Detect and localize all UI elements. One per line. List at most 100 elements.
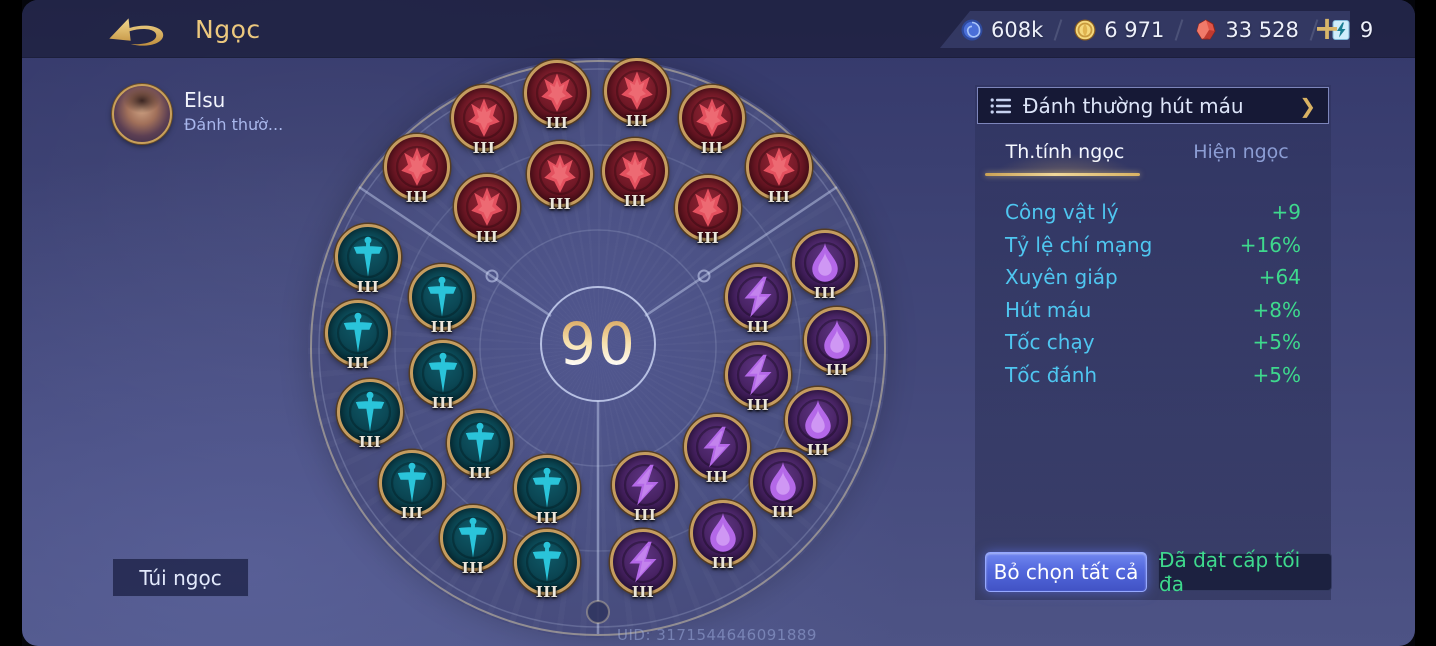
letterbox-right xyxy=(1415,0,1436,646)
max-level-button[interactable]: Đã đạt cấp tối đa xyxy=(1158,548,1332,596)
rune-lightning[interactable]: III xyxy=(612,452,678,524)
stat-value: +5% xyxy=(1252,362,1302,387)
rune-bag-button[interactable]: Túi ngọc xyxy=(112,558,249,597)
rune-flame[interactable]: III xyxy=(384,134,450,206)
rune-wheel-guides xyxy=(310,60,886,636)
rune-layer: III III III III III III III III III III III III III I… xyxy=(22,0,1415,646)
rune-flame[interactable]: III xyxy=(746,134,812,206)
rune-sword[interactable]: III xyxy=(409,264,475,336)
rune-lightning[interactable]: III xyxy=(610,529,676,601)
chevron-right-icon: ❯ xyxy=(1299,93,1316,118)
rune-tier: III xyxy=(535,583,559,601)
rune-tier: III xyxy=(430,318,454,336)
rune-tier: III xyxy=(400,504,424,522)
rune-lightning[interactable]: III xyxy=(684,414,750,486)
rune-tier: III xyxy=(356,278,380,296)
rune-tier: III xyxy=(806,441,830,459)
preset-label: Đánh thường hút máu xyxy=(1023,93,1244,118)
rune-droplet[interactable]: III xyxy=(792,230,858,302)
top-bar: Ngọc xyxy=(22,0,1415,58)
lightning-card-icon xyxy=(1329,18,1353,42)
currency-red-gem[interactable]: 33 528 xyxy=(1182,18,1310,42)
rune-flame[interactable]: III xyxy=(524,60,590,132)
rune-tier: III xyxy=(813,284,837,302)
stat-row: Tỷ lệ chí mạng +16% xyxy=(977,229,1329,262)
rune-tier: III xyxy=(771,503,795,521)
rune-tier: III xyxy=(548,195,572,213)
back-arrow-icon xyxy=(109,18,164,46)
red-gem-icon xyxy=(1194,18,1218,42)
preset-selector[interactable]: Đánh thường hút máu ❯ xyxy=(977,87,1329,124)
rune-sword[interactable]: III xyxy=(440,505,506,577)
rune-tier: III xyxy=(767,188,791,206)
rune-stats-panel: Đánh thường hút máu ❯ Th.tính ngọc Hiện n… xyxy=(975,85,1332,600)
rune-sword[interactable]: III xyxy=(447,410,513,482)
rune-droplet[interactable]: III xyxy=(750,449,816,521)
stat-row: Công vật lý +9 xyxy=(977,196,1329,229)
rune-sword[interactable]: III xyxy=(410,340,476,412)
rune-tier: III xyxy=(358,433,382,451)
stat-value: +9 xyxy=(1271,200,1301,225)
stat-value: +16% xyxy=(1239,232,1301,257)
rune-tier: III xyxy=(746,318,770,336)
rune-sword[interactable]: III xyxy=(379,450,445,522)
currency-blue-orb[interactable]: 608k xyxy=(948,18,1055,42)
hero-name: Elsu xyxy=(184,88,226,112)
rune-sword[interactable]: III xyxy=(335,224,401,296)
rune-flame[interactable]: III xyxy=(679,85,745,157)
tab-label: Th.tính ngọc xyxy=(1005,141,1125,163)
rune-tier: III xyxy=(746,396,770,414)
gold-coin-icon xyxy=(1073,18,1097,42)
hero-build-label: Đánh thườ... xyxy=(184,115,284,134)
rune-tier: III xyxy=(405,188,429,206)
rune-sword[interactable]: III xyxy=(325,300,391,372)
hero-avatar[interactable] xyxy=(112,84,172,144)
rune-flame[interactable]: III xyxy=(602,138,668,210)
stat-label: Tỷ lệ chí mạng xyxy=(1005,232,1153,257)
rune-tier: III xyxy=(545,114,569,132)
rune-flame[interactable]: III xyxy=(451,85,517,157)
rune-sword[interactable]: III xyxy=(514,529,580,601)
rune-droplet[interactable]: III xyxy=(690,500,756,572)
rune-lightning[interactable]: III xyxy=(725,342,791,414)
rune-sword[interactable]: III xyxy=(514,455,580,527)
stat-row: Hút máu +8% xyxy=(977,294,1329,327)
letterbox-left xyxy=(0,0,22,646)
panel-tabs: Th.tính ngọc Hiện ngọc xyxy=(977,128,1329,176)
stat-row: Xuyên giáp +64 xyxy=(977,261,1329,294)
currency-lightning-card[interactable]: 9 xyxy=(1317,18,1385,42)
rune-tier: III xyxy=(633,506,657,524)
tab-label: Hiện ngọc xyxy=(1193,141,1289,163)
tab-rune-stats[interactable]: Th.tính ngọc xyxy=(977,128,1153,176)
stat-label: Hút máu xyxy=(1005,297,1092,322)
rune-flame[interactable]: III xyxy=(527,141,593,213)
rune-lightning[interactable]: III xyxy=(725,264,791,336)
currency-value: 608k xyxy=(991,17,1044,42)
currency-value: 33 528 xyxy=(1225,17,1299,42)
rune-tier: III xyxy=(535,509,559,527)
currency-gold-coin[interactable]: 6 971 xyxy=(1061,18,1176,42)
rune-tier: III xyxy=(711,554,735,572)
stat-label: Công vật lý xyxy=(1005,200,1119,225)
stat-row: Tốc đánh +5% xyxy=(977,359,1329,392)
rune-droplet[interactable]: III xyxy=(785,387,851,459)
game-screen: III III III III III III III III III III III III III I… xyxy=(22,0,1415,646)
list-icon xyxy=(990,97,1012,115)
rune-flame[interactable]: III xyxy=(454,174,520,246)
deselect-all-button[interactable]: Bỏ chọn tất cả xyxy=(985,552,1147,592)
page-title: Ngọc xyxy=(195,15,261,44)
rune-tier: III xyxy=(431,394,455,412)
rune-flame[interactable]: III xyxy=(675,175,741,247)
tab-current-runes[interactable]: Hiện ngọc xyxy=(1153,128,1329,176)
add-currency-button[interactable]: + xyxy=(1313,9,1341,47)
rune-tier: III xyxy=(825,361,849,379)
uid-text: UID: 3171544646091889 xyxy=(617,626,817,644)
stat-value: +8% xyxy=(1252,297,1302,322)
rune-tier: III xyxy=(472,139,496,157)
rune-tier: III xyxy=(475,228,499,246)
rune-droplet[interactable]: III xyxy=(804,307,870,379)
rune-sword[interactable]: III xyxy=(337,379,403,451)
rune-flame[interactable]: III xyxy=(604,58,670,130)
back-button[interactable] xyxy=(104,12,168,46)
rune-tier: III xyxy=(631,583,655,601)
